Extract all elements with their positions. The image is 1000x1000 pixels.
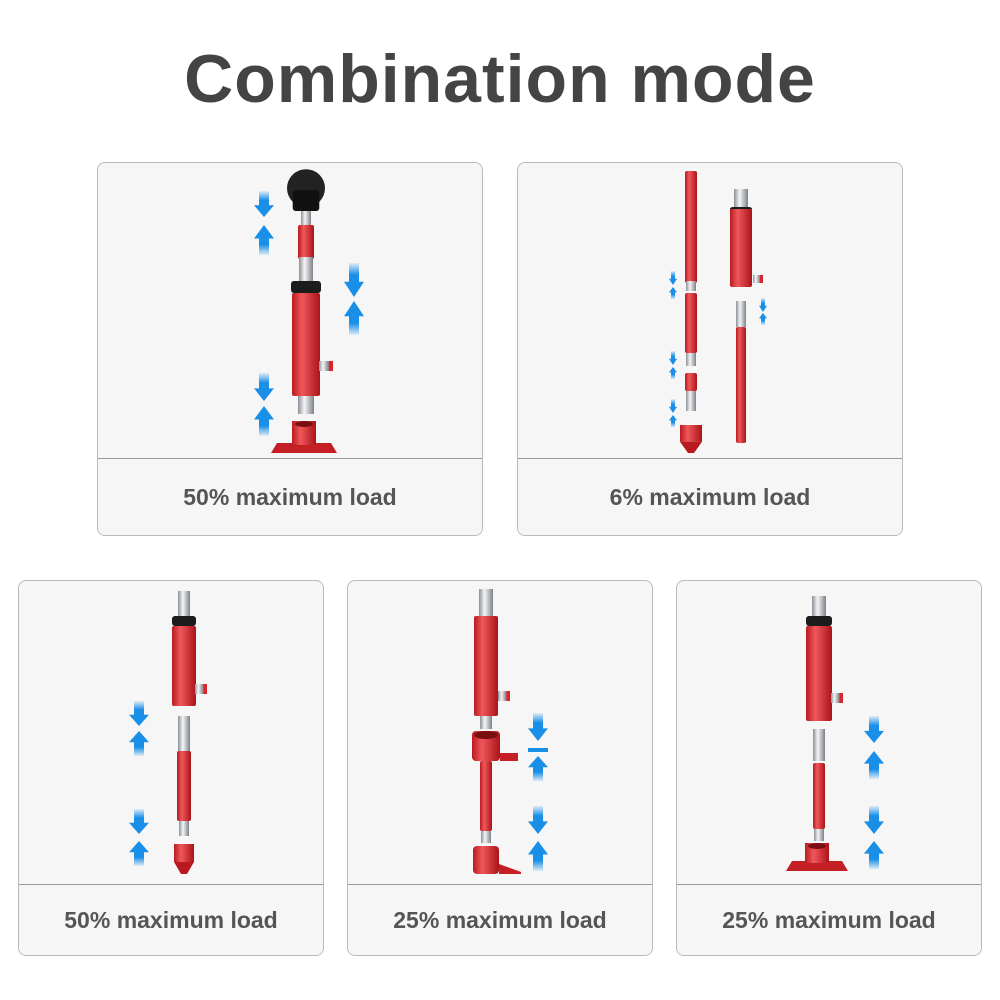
arrow-up-icon [129, 841, 149, 866]
release-valve [753, 275, 763, 283]
arrow-up-icon [864, 841, 884, 869]
load-caption: 25% maximum load [348, 884, 652, 955]
arrow-up-icon [669, 367, 677, 379]
combination-panel-1: 50% maximum load [97, 162, 483, 536]
silver-ram-segment [813, 729, 825, 761]
combination-panel-4: 25% maximum load [347, 580, 653, 956]
red-cylinder-segment [177, 751, 191, 821]
rubber-cap [287, 169, 325, 211]
silver-ram-segment [298, 396, 314, 414]
red-cylinder-segment [685, 373, 697, 391]
silver-ram-segment [814, 829, 824, 841]
arrow-up-icon [669, 415, 677, 427]
red-cylinder-segment [685, 293, 697, 353]
red-cylinder-segment [813, 763, 825, 829]
release-valve [319, 361, 333, 371]
arrow-down-icon [254, 191, 274, 217]
arrow-down-icon [864, 806, 884, 834]
flat-base [786, 843, 848, 871]
black-collar [806, 616, 832, 626]
arrow-down-icon [129, 701, 149, 726]
jack-assembly-illustration [472, 589, 548, 874]
silver-ram-segment [480, 716, 492, 729]
jack-assembly-illustration [669, 171, 767, 453]
silver-ram-segment [734, 189, 748, 207]
combination-panel-2: 6% maximum load [517, 162, 903, 536]
red-cylinder-segment [474, 616, 498, 716]
arrow-down-icon [254, 373, 274, 401]
load-caption: 50% maximum load [19, 884, 323, 955]
arrow-up-icon [864, 751, 884, 779]
red-cylinder-segment [172, 626, 196, 706]
v-base [174, 844, 194, 874]
arrow-down-icon [669, 399, 677, 413]
arrow-up-icon [254, 225, 274, 255]
arrow-up-icon [254, 406, 274, 436]
arrow-up-icon [669, 287, 677, 299]
red-cylinder-segment [480, 761, 492, 831]
silver-ram-segment [299, 257, 313, 281]
silver-ram-segment [686, 281, 696, 291]
arrow-down-icon [344, 263, 364, 297]
jack-assembly-illustration [129, 591, 207, 874]
release-valve [195, 684, 207, 694]
offset-foot [473, 846, 521, 874]
spacer-bar [528, 748, 548, 752]
silver-ram-segment [812, 596, 826, 616]
release-valve [498, 691, 510, 701]
flat-base [271, 421, 337, 453]
black-collar [291, 281, 321, 293]
offset-cup-head [472, 731, 518, 761]
jack-assembly-illustration [786, 596, 884, 871]
silver-ram-segment [178, 591, 190, 616]
red-cylinder-segment [685, 171, 697, 283]
red-cylinder-segment [806, 626, 832, 721]
combination-panel-5: 25% maximum load [676, 580, 982, 956]
silver-ram-segment [479, 589, 493, 616]
arrow-down-icon [669, 351, 677, 365]
page-title: Combination mode [184, 41, 816, 117]
red-cylinder-segment [298, 225, 314, 259]
arrow-up-icon [528, 841, 548, 871]
silver-ram-segment [301, 211, 311, 227]
load-caption: 50% maximum load [98, 458, 482, 535]
silver-ram-segment [481, 831, 491, 843]
silver-ram-segment [686, 353, 696, 366]
arrow-down-icon [528, 713, 548, 741]
release-valve [831, 693, 843, 703]
arrow-down-icon [759, 298, 767, 312]
arrow-up-icon [759, 313, 767, 325]
arrow-up-icon [528, 756, 548, 781]
arrow-down-icon [669, 271, 677, 285]
arrow-down-icon [129, 809, 149, 834]
silver-ram-segment [686, 391, 696, 411]
arrow-down-icon [864, 716, 884, 743]
combination-panel-3: 50% maximum load [18, 580, 324, 956]
black-collar [172, 616, 196, 626]
arrow-up-icon [344, 301, 364, 335]
load-caption: 25% maximum load [677, 884, 981, 955]
silver-ram-segment [736, 301, 746, 327]
red-cylinder-segment [292, 293, 320, 396]
silver-ram-segment [179, 821, 189, 836]
red-cylinder-segment [730, 209, 752, 287]
load-caption: 6% maximum load [518, 458, 902, 535]
silver-ram-segment [178, 716, 190, 751]
v-base [680, 425, 702, 453]
arrow-up-icon [129, 731, 149, 756]
red-cylinder-segment [736, 327, 746, 443]
arrow-down-icon [528, 806, 548, 834]
jack-assembly-illustration [254, 169, 364, 453]
